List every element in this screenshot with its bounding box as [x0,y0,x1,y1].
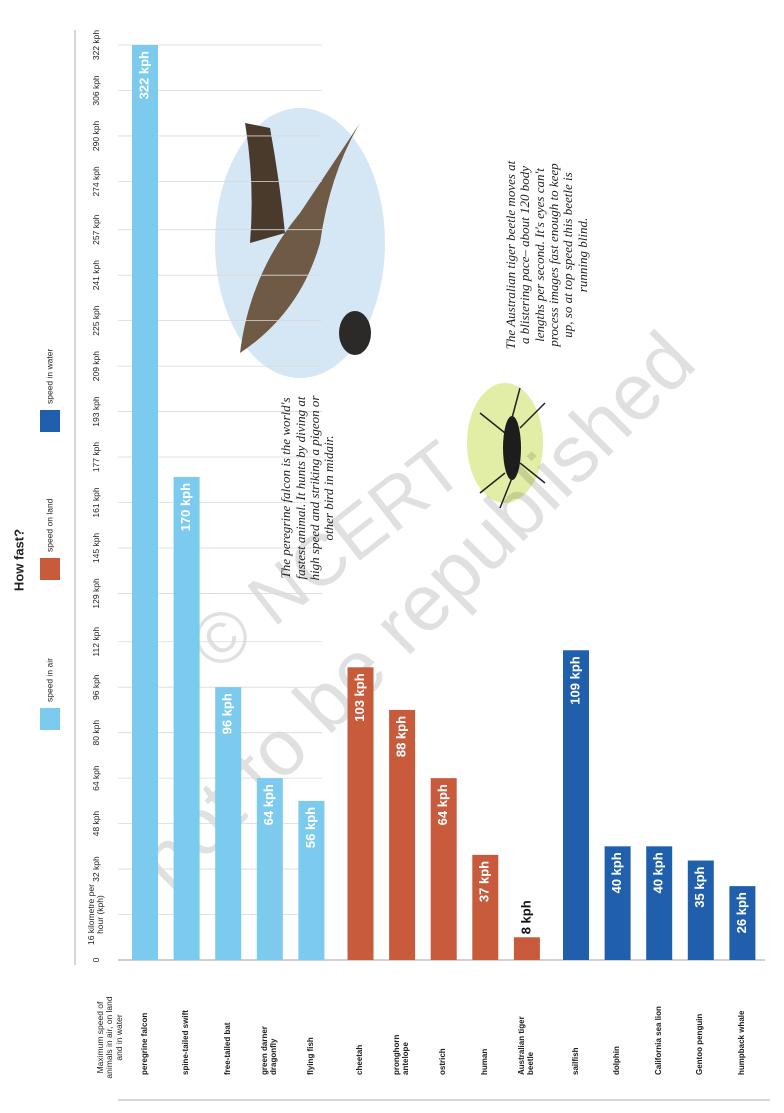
annotation: The Australian tiger beetle moves at a b… [503,160,590,350]
data-label: 35 kph [692,866,707,907]
category-label-box: dolphin [612,1046,622,1075]
legend-swatch [40,558,60,580]
bar [472,854,499,960]
bar [604,846,631,960]
x-tick-label-box: 322 kph [90,29,101,61]
category-label: Gentoo penguin [695,1013,705,1075]
category-label-box: green darner dragonfly [260,1026,278,1075]
axis-label-box: Maximum speed of animals in air, on land… [94,996,124,1079]
data-label: 8 kph [518,900,533,934]
bar [729,886,756,960]
x-tick-label: 322 kph [90,29,101,61]
category-label-box: spine-tailed swift [181,1010,191,1075]
category-label: flying fish [305,1037,315,1075]
category-label: ostrich [438,1048,448,1075]
bar [513,937,540,960]
category-label-box: flying fish [305,1037,315,1075]
bar [646,846,673,960]
data-label: 322 kph [136,51,151,99]
data-label: 64 kph [261,784,276,825]
legend-label: speed in water [44,349,54,404]
chart-title: How fast? [11,529,26,591]
data-label: 109 kph [567,656,582,704]
axis-label: Maximum speed of animals in air, on land… [94,996,124,1079]
category-label: Australian tiger beetle [517,1016,535,1075]
category-label: green darner dragonfly [260,1026,278,1075]
annotation: The peregrine falcon is the world's fast… [278,395,337,581]
category-label-box: ostrich [438,1048,448,1075]
data-label: 40 kph [609,852,624,893]
category-label: human [479,1048,489,1075]
bar [173,476,200,960]
category-label-box: free-tailed bat [222,1022,232,1075]
data-label: 64 kph [435,784,450,825]
category-label-box: Australian tiger beetle [517,1016,535,1075]
category-label-box: cheetah [355,1044,365,1075]
bar [215,687,242,960]
data-label: 56 kph [303,807,318,848]
data-label: 37 kph [477,861,492,902]
data-label: 96 kph [220,693,235,734]
category-label-box: pronghorn antelope [392,1034,411,1075]
falcon-illustration [215,108,385,378]
data-label: 170 kph [178,483,193,531]
data-label: 103 kph [352,673,367,721]
data-label: 40 kph [651,852,666,893]
category-label-box: human [479,1048,489,1075]
annotation-box: The peregrine falcon is the world's fast… [278,395,337,581]
beetle-illustration [467,383,546,509]
category-label-box: humpback whale [736,1010,746,1075]
category-label: dolphin [612,1046,622,1075]
bar [430,778,457,960]
legend-label: speed in air [44,658,54,702]
category-label: cheetah [355,1044,365,1075]
data-label: 26 kph [734,892,749,933]
annotation-box: The Australian tiger beetle moves at a b… [503,160,590,350]
bar [347,667,374,960]
legend-swatch [40,410,60,432]
category-label: pronghorn antelope [392,1034,411,1075]
category-label: sailfish [570,1047,580,1075]
bar [389,709,416,960]
category-label-box: peregrine falcon [139,1012,149,1075]
bar [687,860,714,960]
bar [132,45,158,960]
category-label: spine-tailed swift [181,1010,191,1075]
category-label: California sea lion [653,1006,663,1075]
category-label-box: Gentoo penguin [695,1013,705,1075]
category-label: free-tailed bat [222,1022,232,1075]
legend-swatch [40,708,60,730]
bar [256,778,283,960]
bar [563,650,589,960]
data-label: 88 kph [394,716,409,757]
category-label: peregrine falcon [139,1012,149,1075]
legend-label: speed on land [44,498,54,552]
category-label-box: California sea lion [653,1006,663,1075]
category-label: humpback whale [736,1010,746,1075]
category-label-box: sailfish [570,1047,580,1075]
bar [298,800,325,960]
